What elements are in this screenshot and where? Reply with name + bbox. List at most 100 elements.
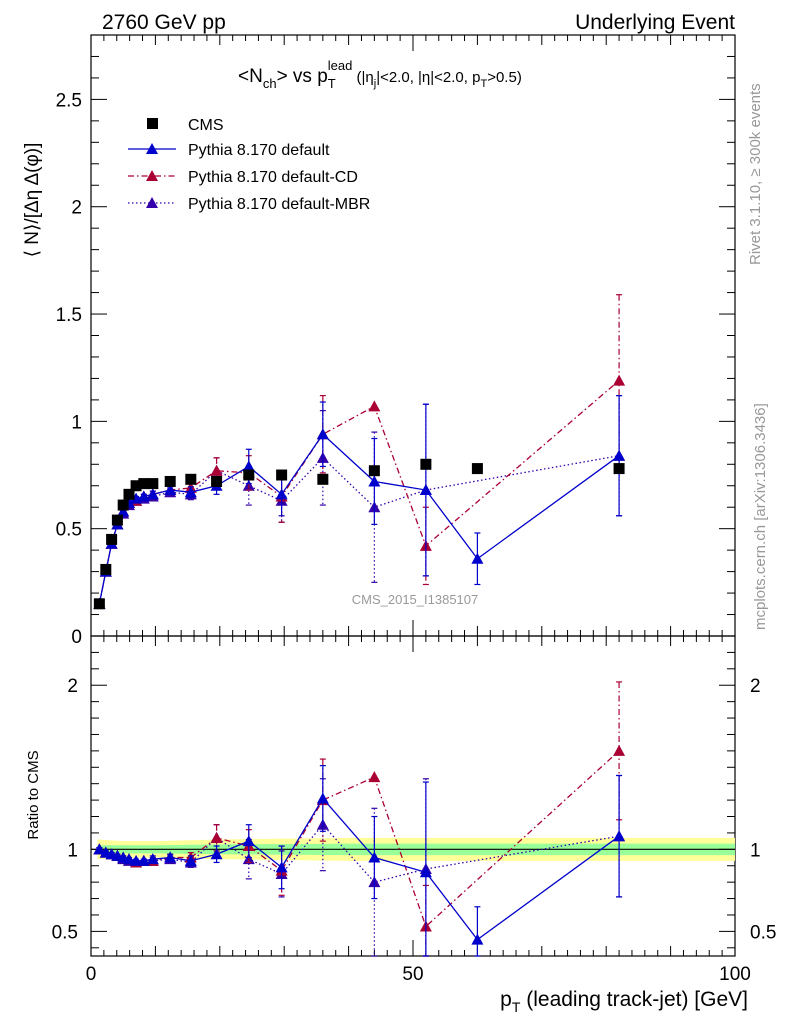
x-tick-label: 100: [719, 964, 751, 985]
header-right: Underlying Event: [575, 11, 735, 34]
ratio-point-default: [93, 843, 106, 855]
main-point-default: [316, 428, 329, 440]
main-point-default: [117, 505, 130, 517]
legend-cms-marker: [147, 118, 158, 129]
x-axis-label-sub: T: [512, 999, 521, 1015]
ratio-y-axis-label: Ratio to CMS: [25, 750, 42, 839]
main-line-mbr: [98, 455, 620, 604]
ratio-point-default: [368, 851, 381, 863]
ratio-point-default: [122, 853, 135, 865]
legend-mbr-label: Pythia 8.170 default-MBR: [188, 196, 370, 213]
x-tick-label: 50: [402, 964, 423, 985]
x-axis-label-prefix: p: [500, 988, 512, 1011]
ratio-y-tick-label: 2: [67, 676, 78, 697]
main-series-mbr: [93, 395, 626, 609]
main-point-cms: [211, 475, 223, 487]
ratio-point-default: [242, 835, 255, 847]
ratio-y-tick-label: 0.5: [52, 922, 78, 943]
main-point-cms: [138, 478, 150, 490]
main-point-cms: [147, 478, 159, 490]
legend: CMS Pythia 8.170 default Pythia 8.170 de…: [128, 117, 370, 213]
main-point-cms: [123, 488, 135, 500]
main-point-default: [368, 475, 381, 487]
legend-mbr-marker: [146, 197, 158, 208]
axis-tick-labels: 0 0.5 1 1.5 2 2.5 0.5 0.5 1 1 2 2 0 50 100: [52, 90, 777, 985]
ratio-y-tick-label-right: 0.5: [750, 922, 776, 943]
ratio-point-default: [130, 854, 143, 866]
ratio-y-tick-label-right: 1: [750, 840, 761, 861]
ratio-point-default: [137, 854, 150, 866]
x-axis-label: pT (leading track-jet) [GeV]: [500, 988, 748, 1015]
main-point-cms: [276, 469, 288, 481]
main-point-cms: [471, 463, 483, 475]
main-y-tick-label: 2.5: [56, 90, 82, 111]
ratio-point-default: [613, 830, 626, 842]
main-point-cd: [613, 374, 626, 386]
ratio-series-mbr: [93, 774, 626, 957]
ratio-series-cd: [93, 681, 626, 957]
ratio-series-default: [93, 765, 626, 957]
main-point-default: [242, 460, 255, 472]
title-p-sub: T: [328, 76, 336, 91]
main-point-default: [419, 484, 432, 496]
main-point-cms: [117, 499, 129, 511]
x-tick-label: 0: [86, 964, 97, 985]
mcplots-label: mcplots.cern.ch [arXiv:1306.3436]: [752, 403, 769, 630]
main-series-cms: [93, 458, 625, 610]
legend-cms-label: CMS: [188, 117, 224, 134]
ratio-point-default: [146, 853, 159, 865]
legend-cd-marker: [146, 170, 158, 181]
ratio-y-tick-label: 1: [67, 840, 78, 861]
analysis-watermark: CMS_2015_I1385107: [352, 592, 479, 607]
main-point-cms: [317, 473, 329, 485]
data-series: [93, 294, 626, 957]
main-series-default: [93, 395, 626, 609]
ratio-line-mbr: [99, 823, 620, 883]
main-point-cms: [420, 458, 432, 470]
main-point-cms: [130, 480, 142, 492]
main-point-cd: [368, 400, 381, 412]
main-y-tick-label: 1.5: [56, 305, 82, 326]
main-y-tick-label: 2: [71, 198, 82, 219]
ratio-point-cd: [368, 771, 381, 783]
title-cut1-sub: j: [373, 78, 376, 90]
ratio-point-default: [471, 933, 484, 945]
ratio-line-default: [99, 797, 620, 941]
main-point-cms: [164, 475, 176, 487]
main-point-cms: [111, 514, 123, 526]
title-mid: > vs p: [277, 66, 328, 87]
title-p-sup: lead: [328, 58, 353, 73]
ratio-point-default: [275, 861, 288, 873]
main-point-cd: [210, 464, 223, 476]
main-point-cms: [613, 463, 625, 475]
main-y-tick-label: 1: [71, 412, 82, 433]
ratio-y-tick-label-right: 2: [750, 676, 761, 697]
main-point-default: [164, 484, 177, 496]
main-y-axis-label: ⟨ N⟩/[Δη Δ(φ)]: [22, 143, 43, 258]
ratio-point-default: [164, 851, 177, 863]
ratio-point-default: [184, 854, 197, 866]
main-point-cms: [243, 469, 255, 481]
x-axis-label-suffix: (leading track-jet) [GeV]: [520, 988, 748, 1011]
title-prefix-sub: ch: [263, 76, 277, 91]
title-prefix: <N: [238, 66, 263, 87]
title-cut2: |<2.0, |η|<2.0, p: [376, 69, 480, 86]
main-y-tick-label: 0.5: [56, 520, 82, 541]
ratio-point-cd: [210, 831, 223, 843]
rivet-version-label: Rivet 3.1.10, ≥ 300k events: [747, 83, 764, 265]
main-point-cms: [185, 473, 197, 485]
main-point-default: [613, 449, 626, 461]
ratio-point-default: [210, 848, 223, 860]
main-point-default: [275, 488, 288, 500]
main-point-default: [471, 552, 484, 564]
main-line-default: [98, 433, 620, 604]
legend-default-label: Pythia 8.170 default: [188, 142, 330, 159]
legend-cd-label: Pythia 8.170 default-CD: [188, 169, 358, 186]
title-cut3: >0.5): [487, 69, 522, 86]
main-point-cms: [368, 465, 380, 477]
main-point-default: [184, 486, 197, 498]
title-cut1: (|η: [352, 69, 373, 86]
ratio-point-cd: [613, 744, 626, 756]
ratio-point-default: [316, 792, 329, 804]
